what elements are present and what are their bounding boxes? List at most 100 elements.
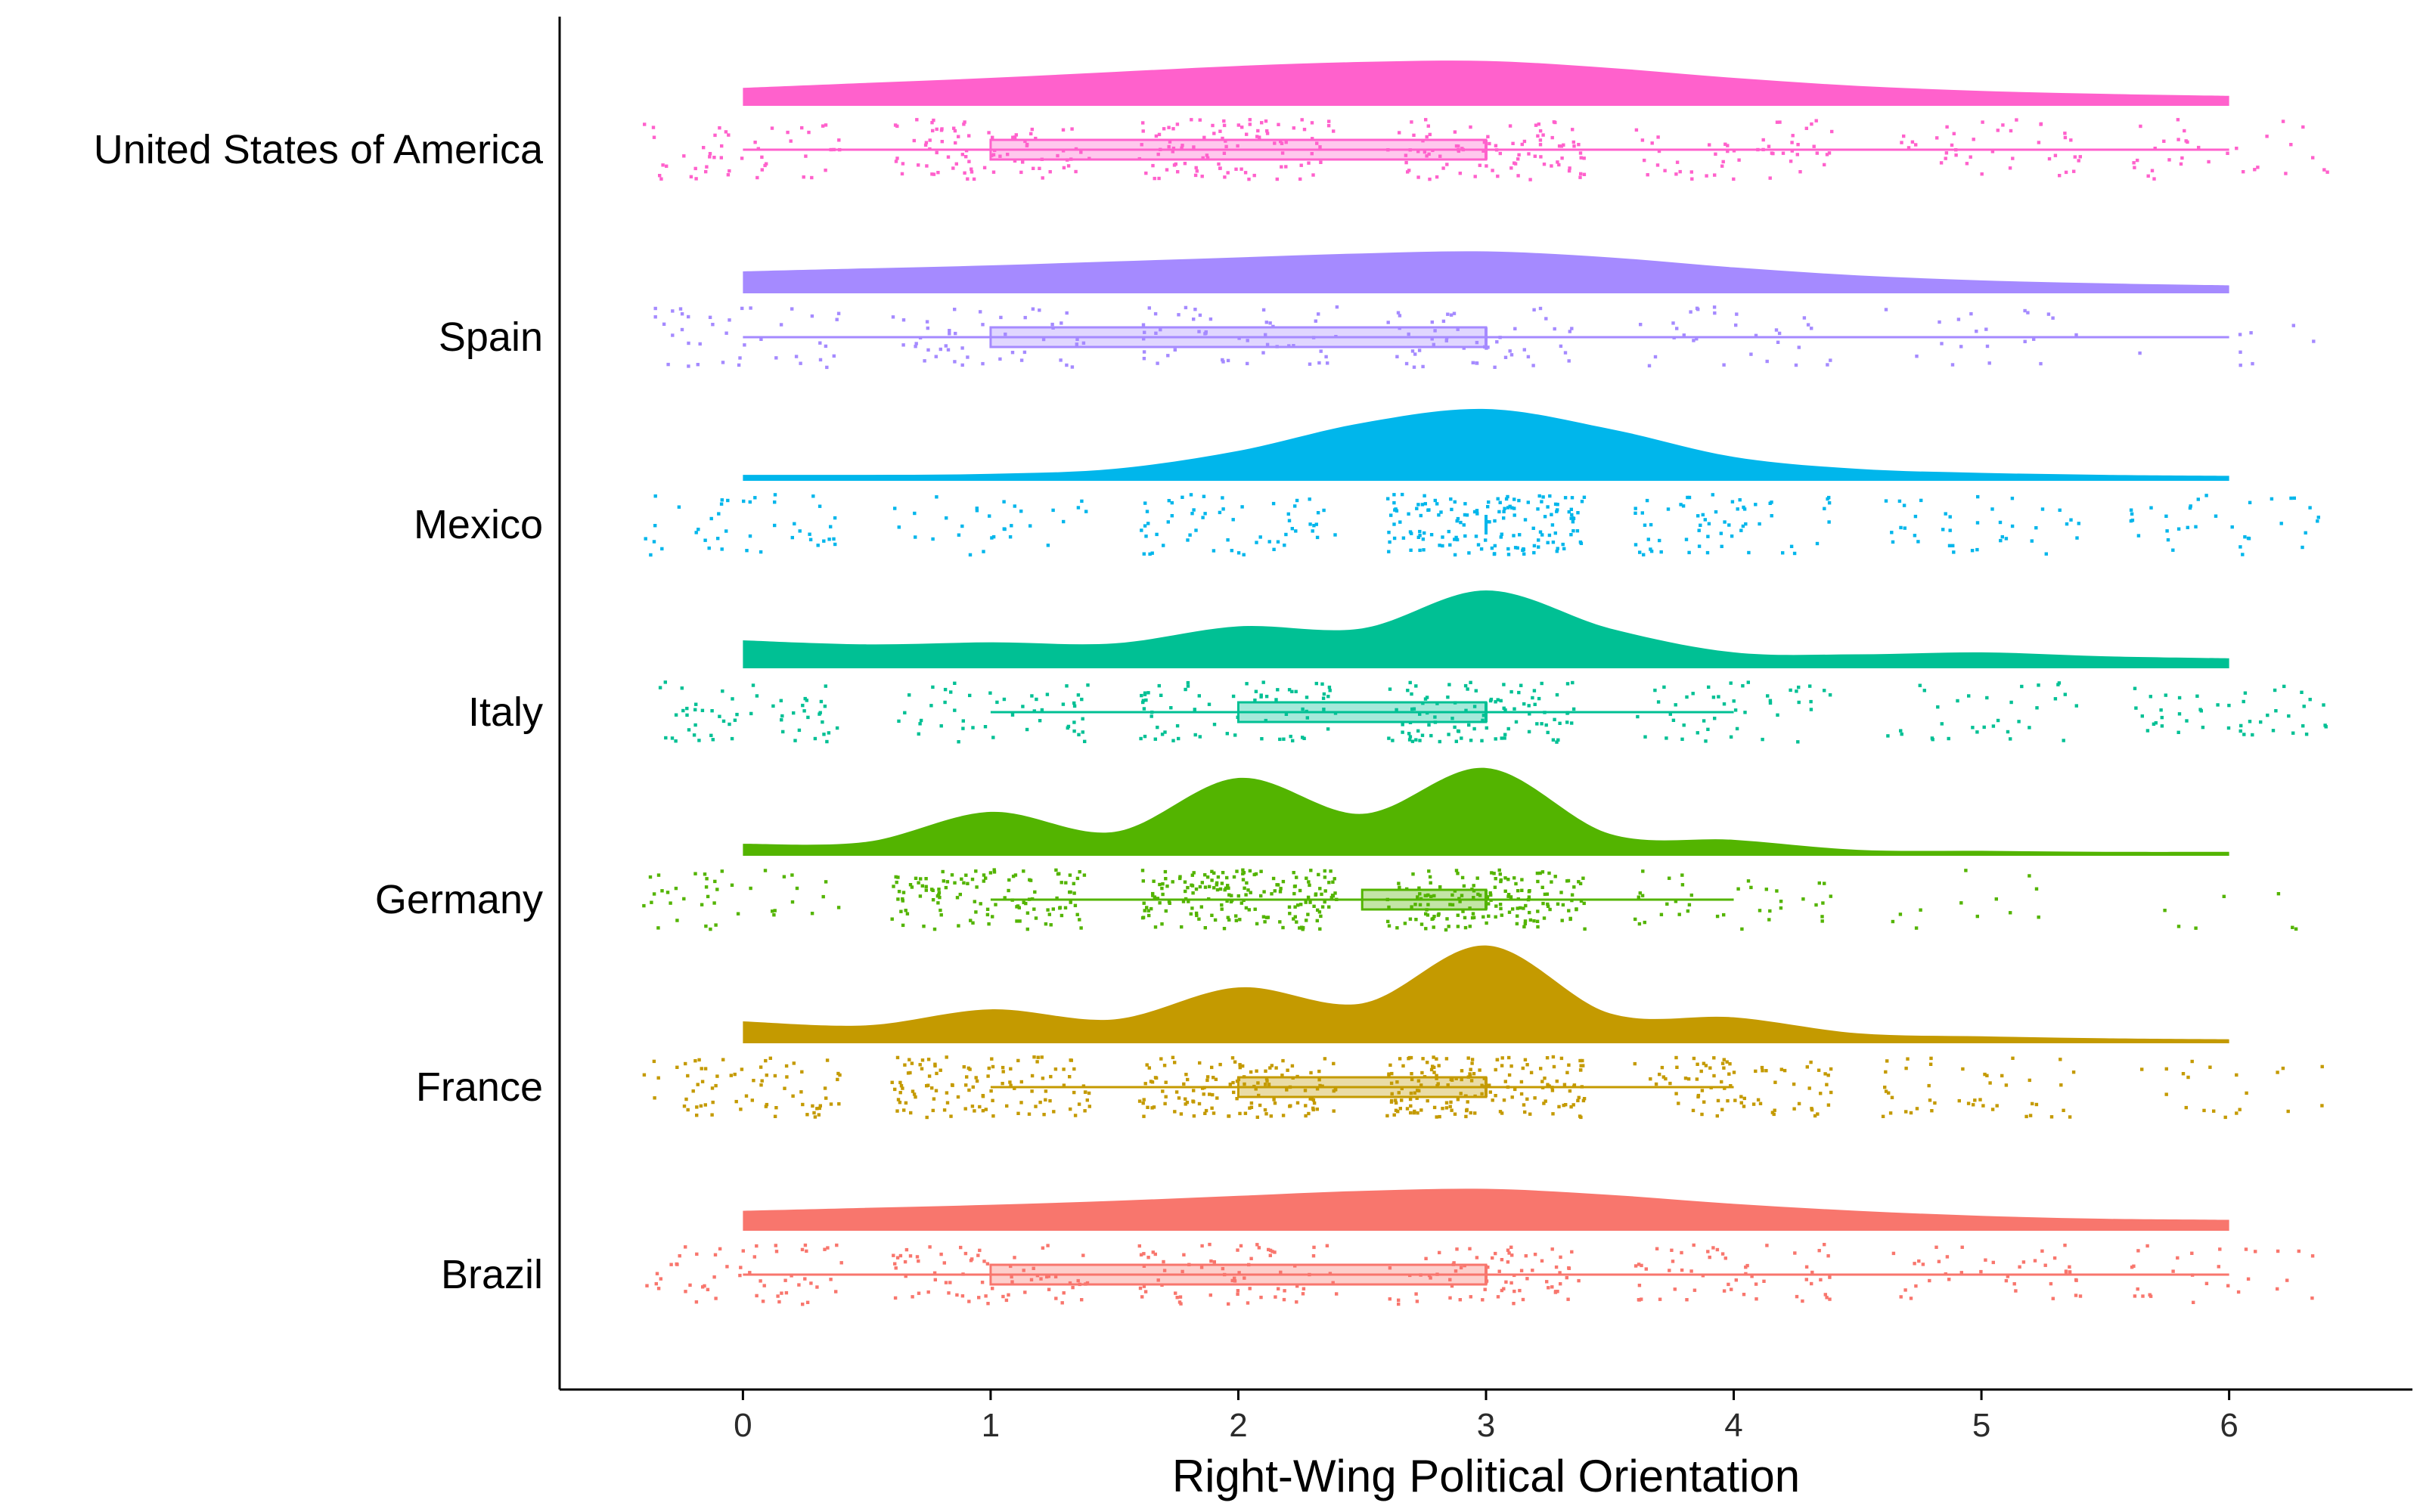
data-point — [1720, 544, 1723, 548]
data-point — [666, 362, 670, 367]
data-point — [1142, 1252, 1146, 1256]
data-point — [1513, 546, 1518, 550]
data-point — [908, 883, 913, 887]
data-point — [1566, 878, 1571, 883]
data-point — [1715, 1114, 1719, 1118]
data-point — [1545, 1280, 1549, 1284]
data-point — [1314, 319, 1317, 323]
data-point — [730, 736, 734, 741]
data-point — [1151, 1250, 1155, 1254]
data-point — [1426, 903, 1430, 906]
data-point — [2068, 1270, 2072, 1274]
data-point — [1025, 911, 1030, 915]
data-point — [1055, 896, 1059, 900]
data-point — [1392, 493, 1396, 497]
data-point — [1310, 152, 1314, 156]
data-point — [932, 1097, 936, 1101]
data-point — [1392, 500, 1396, 505]
data-point — [1174, 1090, 1179, 1094]
data-point — [1153, 925, 1158, 929]
data-point — [1201, 156, 1205, 160]
data-point — [1510, 1095, 1514, 1099]
data-point — [1514, 881, 1518, 886]
data-point — [1192, 318, 1196, 321]
data-point — [1468, 906, 1472, 910]
data-point — [1198, 735, 1202, 739]
data-point — [823, 705, 827, 708]
data-point — [910, 1061, 914, 1065]
data-point — [773, 523, 777, 528]
data-point — [1459, 1092, 1463, 1095]
data-point — [1240, 125, 1244, 129]
data-point — [1416, 1089, 1419, 1092]
data-point — [1143, 1290, 1148, 1294]
data-point — [1695, 337, 1699, 341]
data-point — [1030, 694, 1034, 698]
data-point — [1278, 890, 1283, 894]
data-point — [1232, 875, 1236, 879]
data-point — [790, 307, 794, 311]
data-point — [1409, 548, 1413, 552]
data-point — [1033, 890, 1037, 894]
data-point — [1553, 1290, 1558, 1294]
data-point — [1438, 1250, 1441, 1255]
data-point — [1478, 894, 1482, 897]
data-point — [1555, 550, 1559, 553]
data-point — [713, 1253, 718, 1256]
data-point — [1195, 913, 1199, 918]
data-point — [1436, 1082, 1440, 1086]
data-point — [1686, 1077, 1691, 1081]
data-point — [894, 1266, 898, 1270]
data-point — [915, 118, 919, 122]
data-point — [709, 927, 712, 931]
data-point — [1410, 120, 1413, 124]
data-point — [1184, 1102, 1187, 1106]
data-point — [1421, 1057, 1425, 1061]
data-point — [1008, 535, 1013, 539]
data-point — [1275, 177, 1279, 181]
data-point — [681, 708, 685, 713]
data-point — [1186, 684, 1190, 688]
data-point — [1301, 1292, 1305, 1296]
data-point — [824, 880, 828, 884]
data-point — [1512, 707, 1516, 711]
data-point — [2034, 526, 2038, 530]
data-point — [1018, 919, 1022, 923]
data-point — [1141, 129, 1145, 133]
data-point — [931, 129, 935, 133]
data-point — [1156, 1278, 1160, 1282]
data-point — [1460, 875, 1465, 880]
data-point — [1826, 1103, 1831, 1107]
data-point — [1815, 151, 1819, 155]
data-point — [1682, 333, 1686, 337]
data-point — [2242, 733, 2246, 736]
data-point — [2049, 1281, 2053, 1286]
data-point — [1041, 1077, 1045, 1080]
data-point — [1010, 1280, 1014, 1284]
data-point — [654, 1281, 658, 1286]
data-point — [992, 870, 997, 874]
data-point — [1416, 1111, 1419, 1115]
data-point — [1044, 1089, 1048, 1093]
data-point — [1561, 903, 1565, 907]
data-point — [1494, 915, 1497, 919]
data-point — [1401, 492, 1404, 497]
data-point — [2312, 339, 2316, 343]
data-point — [1143, 734, 1147, 739]
data-point — [1241, 878, 1246, 881]
data-point — [1199, 905, 1203, 909]
data-point — [1493, 365, 1497, 369]
data-point — [935, 127, 939, 132]
data-point — [1680, 883, 1685, 887]
data-point — [1797, 1101, 1801, 1106]
data-point — [1749, 885, 1753, 890]
data-point — [1959, 345, 1963, 349]
data-point — [1139, 1253, 1143, 1256]
data-point — [970, 167, 973, 171]
data-point — [1227, 886, 1230, 890]
data-point — [1426, 1098, 1429, 1103]
data-point — [653, 1096, 656, 1100]
data-point — [2245, 1091, 2248, 1095]
data-point — [1164, 1095, 1168, 1098]
data-point — [1325, 1244, 1329, 1247]
